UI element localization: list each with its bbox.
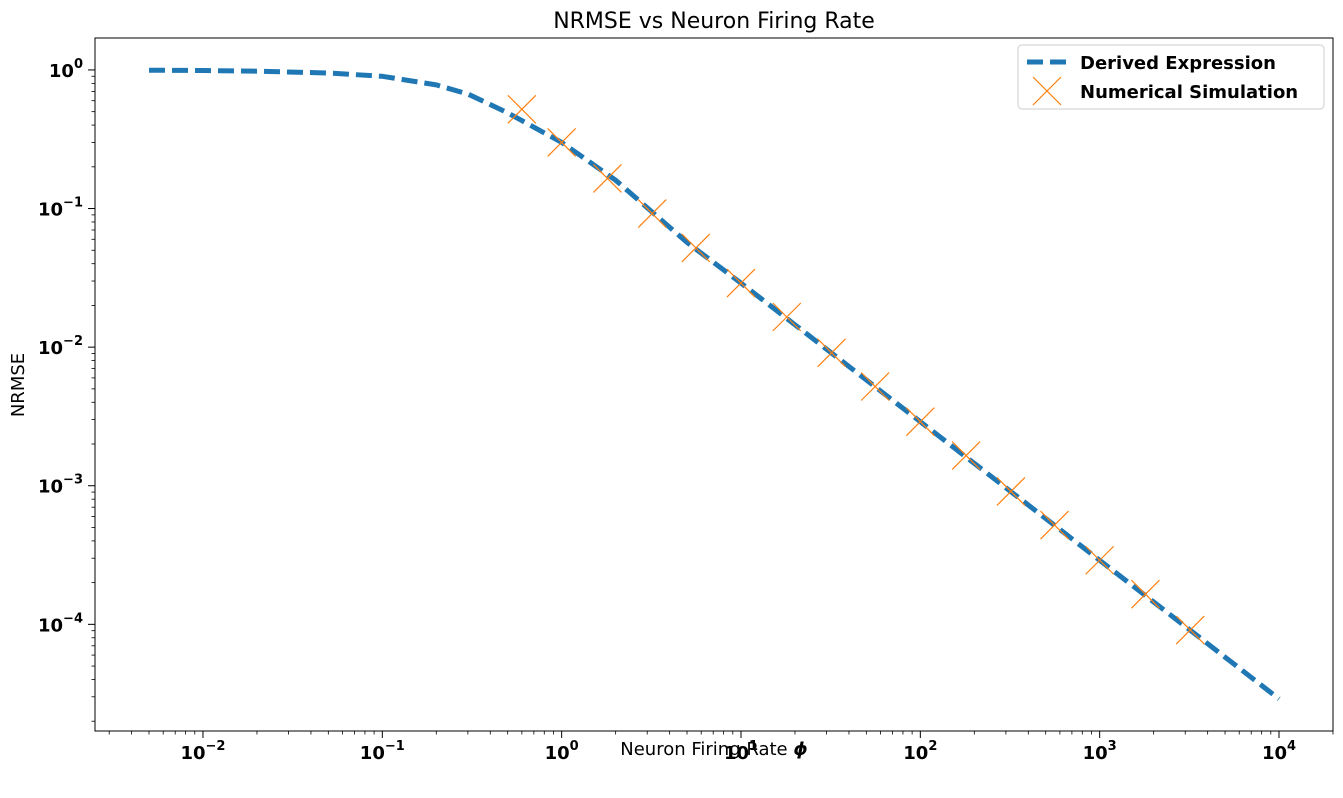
numerical-simulation-point: [905, 407, 935, 437]
y-axis-label: NRMSE: [8, 353, 29, 417]
x-tick-labels: 10−2 10−1 100 101 102 103 104: [180, 739, 1296, 764]
x-tick-label: 100: [545, 739, 579, 764]
numerical-simulation-point: [1040, 510, 1069, 540]
numerical-simulation-point: [726, 268, 756, 298]
x-tick-label: 102: [903, 739, 937, 764]
major-ticks: [88, 69, 1280, 738]
x-tick-label: 10−2: [180, 739, 225, 764]
numerical-simulation-point: [1085, 545, 1115, 575]
numerical-simulation-point: [637, 199, 667, 228]
legend-label-numerical-simulation: Numerical Simulation: [1080, 82, 1298, 103]
numerical-simulation-point: [547, 127, 577, 157]
numerical-simulation-point: [1175, 615, 1205, 645]
chart-title: NRMSE vs Neuron Firing Rate: [553, 9, 875, 34]
y-tick-label: 100: [49, 57, 83, 82]
x-tick-label: 104: [1262, 739, 1296, 764]
y-tick-label: 10−3: [38, 473, 83, 498]
x-tick-label: 10−1: [360, 739, 405, 764]
numerical-simulation-point: [1131, 579, 1160, 609]
y-tick-label: 10−4: [38, 611, 83, 636]
numerical-simulation-point: [951, 441, 981, 471]
numerical-simulation-point: [681, 233, 711, 263]
legend-box: [1017, 44, 1325, 110]
x-axis-label-symbol: ϕ: [793, 739, 807, 760]
legend: Derived Expression Numerical Simulation: [1017, 44, 1325, 110]
plot-frame: [94, 37, 1334, 732]
numerical-simulation-point: [507, 94, 537, 124]
minor-ticks: [91, 75, 1334, 735]
legend-label-derived-expression: Derived Expression: [1080, 53, 1276, 74]
x-axis-label-text: Neuron Firing Rate: [620, 739, 787, 760]
legend-marker-numerical-simulation: [1032, 76, 1062, 106]
x-axis-label: Neuron Firing Rate ϕ: [620, 739, 807, 760]
numerical-simulation-point: [817, 338, 847, 368]
numerical-simulation-point: [996, 476, 1026, 506]
y-tick-labels: 100 10−1 10−2 10−3 10−4: [38, 57, 83, 636]
series-layer: [148, 67, 1281, 701]
numerical-simulation-point: [593, 163, 622, 193]
x-tick-label: 101: [724, 739, 758, 764]
y-tick-label: 10−1: [38, 196, 83, 221]
numerical-simulation-point: [860, 372, 890, 401]
y-tick-label: 10−2: [38, 334, 83, 359]
numerical-simulation-point: [772, 302, 802, 332]
plot-area: [88, 37, 1334, 738]
x-tick-label: 103: [1083, 739, 1117, 764]
derived-expression-line: [148, 67, 1281, 701]
